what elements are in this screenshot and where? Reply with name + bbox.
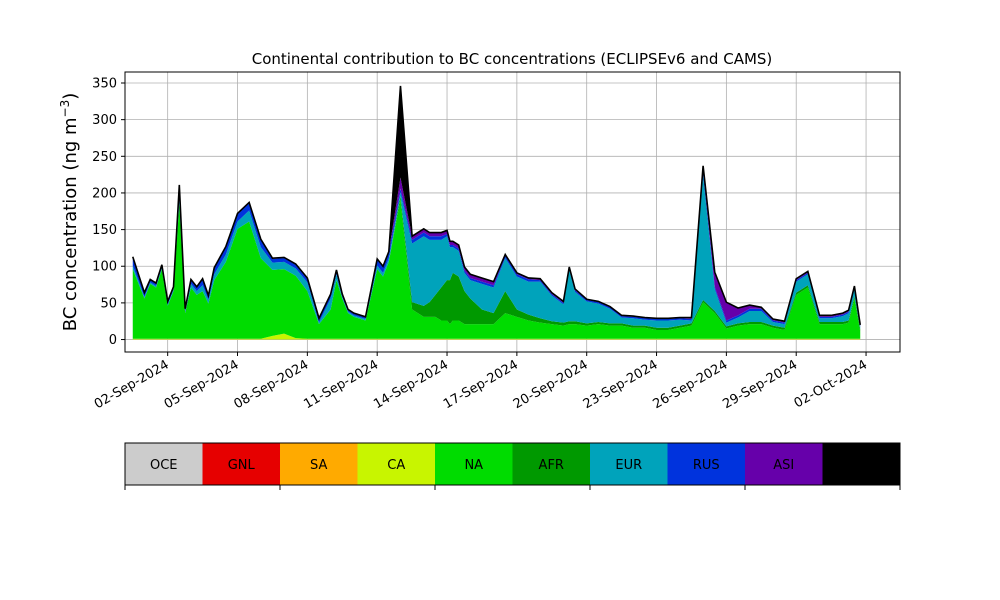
x-tick-label: 02-Oct-2024 xyxy=(792,357,870,411)
y-tick-label: 200 xyxy=(92,186,117,201)
y-tick-label: 300 xyxy=(92,113,117,128)
x-tick-label: 20-Sep-2024 xyxy=(511,357,591,412)
x-axis: 02-Sep-202405-Sep-202408-Sep-202411-Sep-… xyxy=(92,352,870,412)
legend-swatch-gnl xyxy=(202,443,280,485)
x-tick-label: 29-Sep-2024 xyxy=(720,357,800,412)
x-tick-label: 23-Sep-2024 xyxy=(581,357,661,412)
x-tick-label: 02-Sep-2024 xyxy=(92,357,172,412)
legend-label: SA xyxy=(310,458,327,473)
legend-label: RUS xyxy=(693,458,720,473)
legend-swatch-eur xyxy=(590,443,668,485)
x-tick-label: 17-Sep-2024 xyxy=(441,357,521,412)
legend-label: NA xyxy=(464,458,483,473)
legend-label: ASI xyxy=(773,458,794,473)
y-tick-label: 0 xyxy=(109,333,117,348)
legend-swatch-asi xyxy=(745,443,823,485)
total-line xyxy=(131,85,862,325)
x-tick-label: 26-Sep-2024 xyxy=(651,357,731,412)
legend-swatch-oce xyxy=(125,443,203,485)
y-axis-label-text: BC concentration (ng m xyxy=(60,117,81,331)
legend-label: EUR xyxy=(615,458,642,473)
x-tick-label: 08-Sep-2024 xyxy=(232,357,312,412)
area-series-eur xyxy=(132,175,861,330)
legend-swatch-sa xyxy=(280,443,358,485)
legend-swatch-rus xyxy=(667,443,745,485)
legend-swatch-aus xyxy=(822,443,900,485)
y-axis-label-close: ) xyxy=(60,93,81,100)
legend-label: CA xyxy=(387,458,405,473)
y-tick-label: 50 xyxy=(100,296,117,311)
x-tick-label: 05-Sep-2024 xyxy=(162,357,242,412)
x-tick-label: 11-Sep-2024 xyxy=(301,357,381,412)
chart-title: Continental contribution to BC concentra… xyxy=(252,50,773,68)
y-axis-label-exponent: −3 xyxy=(58,100,72,118)
x-tick-label: 14-Sep-2024 xyxy=(371,357,451,412)
legend: OCE GNL SA CA NA AFR EUR RUS ASI AUS xyxy=(124,442,901,490)
area-series-na xyxy=(132,199,861,339)
y-axis: 0 50 100 150 200 250 300 350 xyxy=(92,76,125,348)
y-tick-label: 100 xyxy=(92,260,117,275)
area-series-ca xyxy=(132,333,861,340)
plot-frame xyxy=(124,71,901,353)
stacked-areas xyxy=(132,85,861,340)
legend-swatch-na xyxy=(435,443,513,485)
legend-swatch-afr xyxy=(512,443,590,485)
total-outline xyxy=(131,85,862,325)
legend-swatch-ca xyxy=(357,443,435,485)
y-axis-label: BC concentration (ng m−3) xyxy=(58,93,81,332)
y-tick-label: 150 xyxy=(92,223,117,238)
legend-frame xyxy=(124,442,901,486)
y-tick-label: 350 xyxy=(92,76,117,91)
y-tick-label: 250 xyxy=(92,150,117,165)
legend-label: GNL xyxy=(228,458,256,473)
legend-label: AFR xyxy=(539,458,564,473)
legend-label: AUS xyxy=(848,458,875,473)
legend-label: OCE xyxy=(150,458,178,473)
